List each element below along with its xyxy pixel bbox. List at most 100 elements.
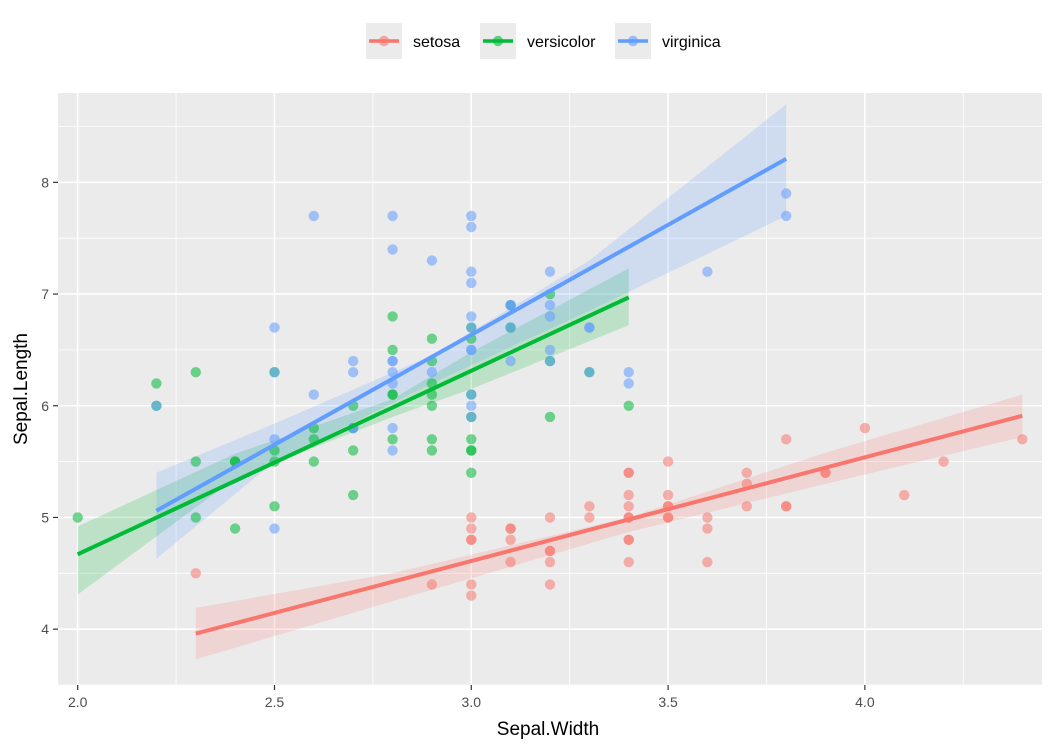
- legend-item-virginica: virginica: [615, 23, 721, 59]
- data-point-setosa: [662, 512, 674, 523]
- data-point-virginica: [387, 355, 398, 367]
- data-point-setosa: [623, 534, 634, 545]
- y-tick-label: 8: [41, 174, 49, 190]
- data-point-virginica: [466, 411, 477, 423]
- data-point-virginica: [544, 344, 556, 356]
- data-point-versicolor: [72, 512, 83, 523]
- data-point-virginica: [466, 322, 477, 333]
- data-point-virginica: [584, 367, 595, 378]
- data-point-setosa: [938, 456, 949, 467]
- x-tick-label: 4.0: [855, 694, 875, 710]
- data-point-versicolor: [387, 311, 398, 322]
- data-point-setosa: [544, 556, 556, 568]
- data-point-virginica: [466, 400, 477, 411]
- data-point-versicolor: [190, 512, 201, 523]
- data-point-versicolor: [544, 411, 556, 423]
- data-point-setosa: [781, 434, 792, 445]
- data-point-virginica: [702, 266, 713, 277]
- data-point-setosa: [544, 512, 556, 523]
- data-point-setosa: [702, 523, 713, 534]
- data-point-versicolor: [466, 445, 477, 456]
- data-point-virginica: [544, 355, 556, 367]
- data-point-virginica: [781, 210, 792, 222]
- data-point-virginica: [466, 266, 477, 277]
- data-point-virginica: [466, 311, 477, 322]
- data-point-virginica: [505, 300, 516, 311]
- data-point-setosa: [662, 456, 674, 467]
- y-axis: 4 5 6 7 8: [41, 174, 58, 637]
- data-point-virginica: [151, 400, 162, 411]
- data-point-setosa: [899, 489, 910, 501]
- trend-line-versicolor: [76, 295, 630, 557]
- data-point-versicolor: [348, 489, 359, 501]
- data-point-virginica: [466, 210, 477, 222]
- data-point-setosa: [741, 467, 752, 478]
- data-point-virginica: [387, 244, 398, 255]
- data-point-virginica: [387, 367, 398, 378]
- data-point-virginica: [466, 221, 477, 233]
- data-point-setosa: [623, 467, 634, 478]
- data-point-setosa: [584, 501, 595, 512]
- data-point-setosa: [544, 545, 556, 557]
- data-point-virginica: [387, 422, 398, 434]
- legend-label-versicolor: versicolor: [527, 34, 596, 51]
- data-point-setosa: [466, 534, 477, 545]
- data-point-setosa: [466, 590, 477, 601]
- data-point-virginica: [348, 367, 359, 378]
- data-point-virginica: [269, 367, 280, 378]
- y-axis-title: Sepal.Length: [11, 333, 32, 445]
- data-point-versicolor: [269, 501, 280, 512]
- data-point-virginica: [426, 367, 438, 378]
- data-point-versicolor: [348, 445, 359, 456]
- x-axis: 2.02.53.03.54.04.5: [68, 685, 875, 710]
- data-point-setosa: [584, 512, 595, 523]
- data-point-virginica: [544, 266, 556, 277]
- data-point-versicolor: [151, 378, 162, 389]
- x-axis-title: Sepal.Width: [497, 719, 599, 740]
- data-point-virginica: [505, 322, 516, 333]
- data-point-setosa: [623, 489, 634, 501]
- data-point-versicolor: [426, 400, 438, 411]
- legend-point-versicolor: [492, 35, 504, 47]
- data-point-setosa: [466, 512, 477, 523]
- data-point-virginica: [308, 389, 319, 400]
- y-tick-label: 7: [41, 286, 49, 302]
- legend-item-setosa: setosa: [366, 23, 460, 59]
- data-point-virginica: [466, 277, 477, 289]
- data-point-setosa: [623, 556, 634, 568]
- x-tick-label: 2.0: [68, 694, 88, 710]
- confidence-band-setosa: [195, 394, 1023, 660]
- data-point-setosa: [466, 579, 477, 590]
- data-point-versicolor: [623, 400, 634, 411]
- x-tick-label: 3.0: [462, 694, 482, 710]
- data-point-setosa: [702, 512, 713, 523]
- data-point-setosa: [544, 579, 556, 590]
- data-point-setosa: [781, 501, 792, 512]
- data-point-virginica: [269, 523, 280, 534]
- legend-label-setosa: setosa: [413, 34, 460, 51]
- data-point-setosa: [190, 568, 201, 579]
- data-point-versicolor: [387, 344, 398, 356]
- data-point-setosa: [466, 523, 477, 534]
- legend-label-virginica: virginica: [662, 34, 721, 51]
- data-point-setosa: [702, 556, 713, 568]
- data-point-versicolor: [387, 434, 398, 445]
- data-point-virginica: [505, 355, 516, 367]
- data-point-virginica: [544, 311, 556, 322]
- data-point-setosa: [662, 489, 674, 501]
- data-point-virginica: [781, 188, 792, 199]
- data-point-virginica: [623, 367, 634, 378]
- trend-lines: [76, 157, 1023, 636]
- data-point-virginica: [387, 210, 398, 222]
- data-point-setosa: [426, 579, 438, 590]
- data-point-virginica: [466, 344, 477, 356]
- y-tick-label: 4: [41, 621, 49, 637]
- data-point-versicolor: [466, 434, 477, 445]
- data-point-versicolor: [426, 333, 438, 344]
- data-point-versicolor: [387, 389, 398, 400]
- data-point-versicolor: [229, 523, 241, 534]
- data-point-virginica: [584, 322, 595, 333]
- legend-point-virginica: [627, 35, 639, 47]
- data-point-virginica: [308, 210, 319, 222]
- y-tick-label: 6: [41, 398, 49, 414]
